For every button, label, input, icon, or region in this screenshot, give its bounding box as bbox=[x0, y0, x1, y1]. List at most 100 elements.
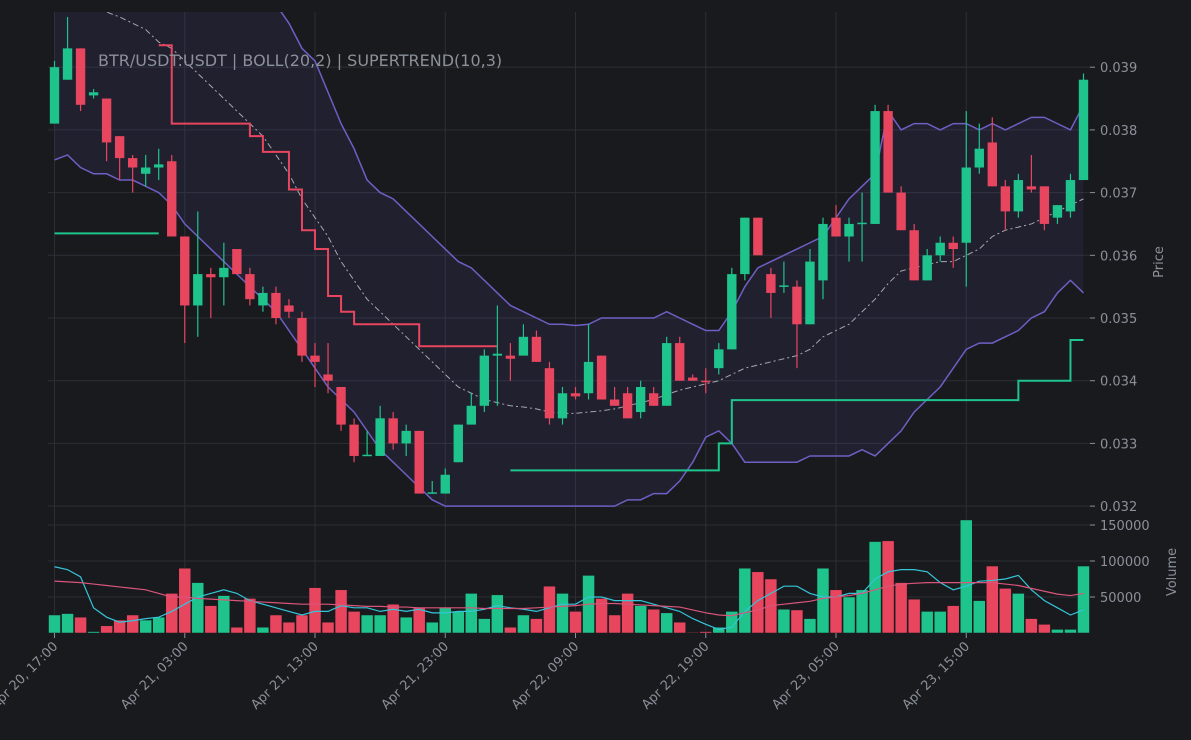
volume-bar bbox=[1064, 629, 1077, 633]
candle-body bbox=[336, 386, 346, 425]
volume-bar bbox=[686, 632, 699, 633]
volume-bar bbox=[608, 614, 621, 633]
candle-body bbox=[766, 274, 776, 293]
volume-bar bbox=[725, 611, 739, 633]
candle-body bbox=[727, 274, 737, 350]
volume-bar bbox=[868, 541, 882, 633]
volume-bar bbox=[452, 611, 465, 633]
volume-bar bbox=[933, 611, 947, 633]
candle-body bbox=[479, 355, 490, 406]
volume-bar bbox=[777, 608, 791, 633]
volume-bar bbox=[87, 631, 100, 633]
volume-bar bbox=[712, 626, 726, 633]
volume-bar bbox=[556, 593, 569, 633]
volume-ma-line bbox=[54, 566, 1084, 631]
candle-body bbox=[349, 424, 359, 456]
candle-body bbox=[635, 386, 646, 413]
candle-body bbox=[114, 136, 125, 159]
candle-body bbox=[675, 343, 685, 381]
volume-bar bbox=[386, 603, 400, 633]
volume-bar bbox=[295, 614, 309, 633]
candle-body bbox=[88, 92, 99, 96]
candle-body bbox=[1039, 186, 1050, 224]
supertrend-line bbox=[158, 44, 498, 348]
candle-body bbox=[180, 236, 190, 306]
candle-body bbox=[492, 353, 503, 356]
candle-body bbox=[896, 192, 906, 231]
candle-body bbox=[753, 217, 763, 256]
candle-body bbox=[792, 286, 802, 325]
y-tick-label: 50000 bbox=[1100, 591, 1141, 606]
volume-bar bbox=[738, 567, 752, 633]
band-middle bbox=[105, 12, 1084, 414]
candle-body bbox=[1026, 186, 1037, 190]
candle-body bbox=[596, 355, 607, 400]
volume-bar bbox=[491, 594, 504, 633]
volume-bar bbox=[425, 621, 439, 633]
candle-body bbox=[883, 111, 893, 193]
candle-body bbox=[974, 148, 984, 168]
volume-bar bbox=[894, 582, 908, 633]
volume-bar bbox=[1077, 565, 1090, 633]
candle-body bbox=[258, 292, 268, 306]
volume-bar bbox=[165, 593, 178, 633]
candle-body bbox=[193, 274, 203, 306]
candle-body bbox=[440, 474, 450, 494]
candle-body bbox=[531, 336, 542, 362]
volume-panel bbox=[48, 519, 1090, 633]
volume-bar bbox=[647, 608, 660, 633]
volume-bar bbox=[907, 598, 921, 633]
candle-body bbox=[714, 349, 724, 369]
volume-bar bbox=[256, 626, 270, 633]
candle-body bbox=[557, 393, 568, 419]
volume-bar bbox=[439, 607, 452, 633]
candle-body bbox=[648, 393, 659, 406]
candle-body bbox=[375, 418, 385, 456]
volume-bar bbox=[634, 605, 647, 633]
volume-bar bbox=[334, 589, 348, 633]
candle-body bbox=[844, 223, 854, 237]
candle-body bbox=[62, 48, 73, 80]
candle-body bbox=[505, 355, 516, 359]
volume-bar bbox=[999, 588, 1012, 633]
volume-bar bbox=[1051, 629, 1064, 633]
y-tick-label: 0.034 bbox=[1100, 375, 1137, 390]
volume-bar bbox=[152, 616, 165, 633]
price-panel bbox=[49, 12, 1089, 507]
volume-bar bbox=[61, 613, 74, 633]
candle-body bbox=[987, 142, 998, 187]
band-upper bbox=[280, 12, 1085, 332]
volume-bar bbox=[973, 600, 986, 633]
y-tick-label: 0.036 bbox=[1100, 249, 1137, 264]
volume-bar bbox=[530, 618, 543, 633]
volume-bar bbox=[178, 567, 192, 633]
candle-body bbox=[284, 305, 294, 312]
volume-bar bbox=[816, 567, 830, 633]
candle-body bbox=[101, 98, 112, 143]
volume-bar bbox=[139, 619, 152, 633]
candle-body bbox=[388, 418, 398, 444]
candle-body bbox=[49, 67, 60, 124]
candle-body bbox=[740, 217, 750, 275]
volume-bar bbox=[373, 614, 387, 633]
volume-bar bbox=[308, 587, 322, 633]
y-tick-label: 0.032 bbox=[1100, 500, 1137, 515]
volume-bar bbox=[282, 621, 296, 633]
candle-body bbox=[1013, 180, 1024, 212]
candle-body bbox=[570, 393, 581, 397]
volume-bar bbox=[113, 619, 126, 633]
candle-body bbox=[609, 399, 620, 406]
candle-body bbox=[232, 249, 242, 275]
volume-bar bbox=[412, 607, 426, 633]
candle-body bbox=[1078, 79, 1089, 181]
volume-bar bbox=[230, 626, 244, 633]
candle-body bbox=[167, 161, 177, 237]
candle-body bbox=[583, 361, 594, 394]
y-tick-label: 100000 bbox=[1100, 555, 1150, 570]
y-tick-label: 0.038 bbox=[1100, 124, 1137, 139]
candle-body bbox=[466, 405, 477, 425]
volume-bar bbox=[204, 605, 218, 633]
volume-bar bbox=[360, 614, 374, 633]
candle-body bbox=[805, 261, 815, 325]
